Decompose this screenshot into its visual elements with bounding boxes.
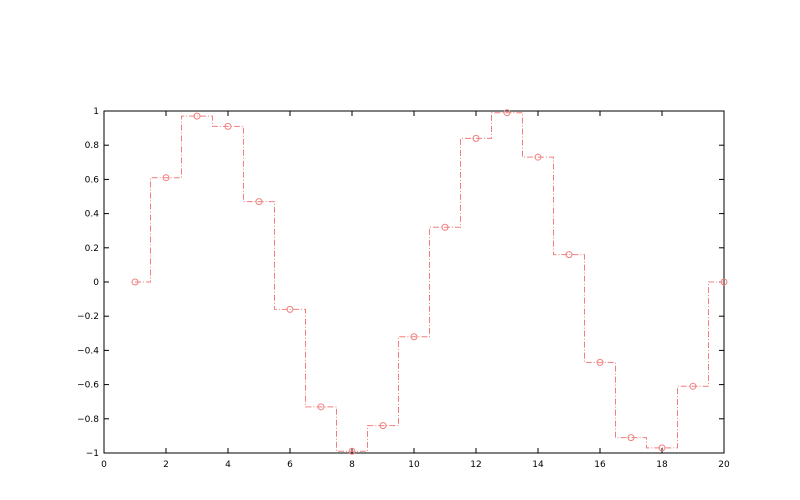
plot-area [103,110,725,454]
data-point [317,403,325,411]
data-point [565,251,573,259]
y-tick-label: −0.8 [77,415,99,425]
x-tick-label: 20 [718,460,730,470]
data-point [162,174,170,182]
y-tick-label: 1 [93,107,99,117]
data-point [193,112,201,120]
x-tick-label: 8 [349,460,355,470]
series-line [135,112,724,452]
y-tick-label: −1 [86,449,99,459]
x-tick-label: 12 [470,460,481,470]
data-point [658,444,666,452]
x-tick-label: 0 [101,460,107,470]
series-layer [131,109,728,455]
y-tick-label: 0.6 [85,175,100,185]
y-tick-label: −0.6 [77,381,99,391]
data-point [379,422,387,430]
data-point [348,447,356,455]
data-point [534,153,542,161]
y-tick-label: 0.4 [85,210,100,220]
data-point [720,278,728,286]
data-point [441,223,449,231]
data-point [410,333,418,341]
x-tick-label: 18 [656,460,668,470]
data-point [224,122,232,130]
y-tick-label: −0.2 [77,312,99,322]
x-tick-label: 14 [532,460,544,470]
data-point [286,305,294,313]
data-point [472,134,480,142]
data-point [255,198,263,206]
data-point [596,358,604,366]
x-tick-label: 4 [225,460,231,470]
y-tick-label: −0.4 [77,346,99,356]
x-tick-label: 2 [163,460,169,470]
y-tick-label: 0.8 [85,141,100,151]
y-tick-label: 0.2 [85,244,99,254]
x-tick-label: 16 [594,460,606,470]
data-point [627,434,635,442]
data-point [503,109,511,117]
axis-ticks: 0 2 4 6 8 10 12 14 16 18 20 −1 −0.8 −0.6 −0.4 −0.2 0 0.2 0… [77,107,730,470]
data-point [131,278,139,286]
y-tick-label: 0 [93,278,99,288]
x-tick-label: 6 [287,460,293,470]
x-tick-label: 10 [408,460,420,470]
data-point [689,382,697,390]
